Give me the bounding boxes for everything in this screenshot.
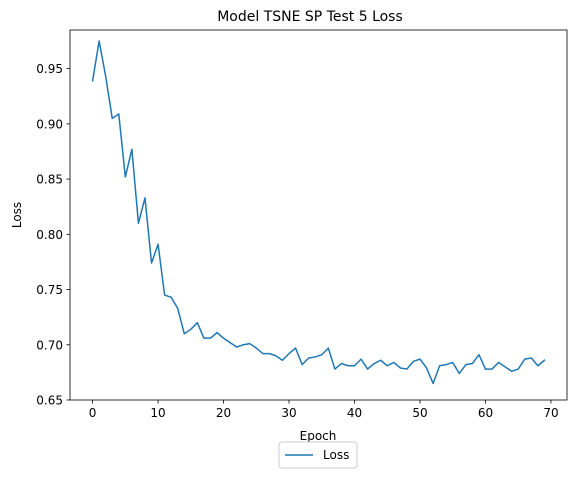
y-tick-label: 0.90 <box>36 117 63 131</box>
x-tick-label: 30 <box>281 406 296 420</box>
y-tick-label: 0.95 <box>36 62 63 76</box>
x-tick-label: 60 <box>478 406 493 420</box>
y-tick-label: 0.70 <box>36 338 63 352</box>
plot-area <box>91 40 546 385</box>
legend-label-loss: Loss <box>323 448 349 462</box>
x-tick-label: 10 <box>150 406 165 420</box>
x-tick-label: 70 <box>543 406 558 420</box>
legend-box <box>278 441 358 469</box>
y-tick-label: 0.85 <box>36 173 63 187</box>
y-tick-label: 0.75 <box>36 283 63 297</box>
x-axis-label: Epoch <box>300 429 337 443</box>
x-tick-label: 40 <box>347 406 362 420</box>
x-tick-label: 50 <box>412 406 427 420</box>
y-tick-label: 0.65 <box>36 394 63 408</box>
x-tick-label: 20 <box>216 406 231 420</box>
y-axis-label: Loss <box>10 202 24 228</box>
series-line-loss <box>91 40 546 385</box>
y-tick-label: 0.80 <box>36 228 63 242</box>
plot-frame <box>69 29 568 401</box>
x-axis-ticks: 0 10 20 30 40 50 60 70 <box>89 400 559 420</box>
chart-title: Model TSNE SP Test 5 Loss <box>217 9 403 25</box>
legend: Loss <box>278 441 358 469</box>
y-axis-ticks: 0.65 0.70 0.75 0.80 0.85 0.90 0.95 <box>36 62 70 408</box>
x-tick-label: 0 <box>89 406 97 420</box>
